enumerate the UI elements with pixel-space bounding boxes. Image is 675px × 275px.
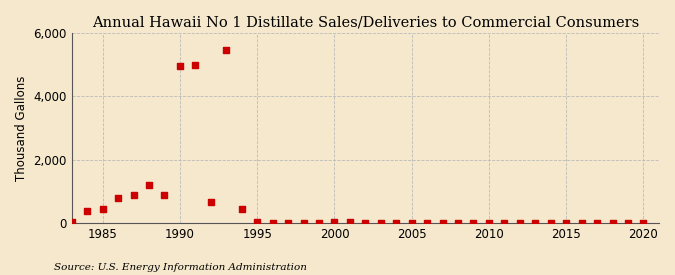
Y-axis label: Thousand Gallons: Thousand Gallons <box>15 75 28 181</box>
Point <box>298 220 309 225</box>
Point <box>82 209 92 213</box>
Point <box>530 221 541 225</box>
Point <box>66 220 77 224</box>
Point <box>576 221 587 225</box>
Point <box>622 221 633 225</box>
Point <box>406 220 417 225</box>
Point <box>144 183 155 187</box>
Point <box>175 64 186 68</box>
Point <box>128 193 139 197</box>
Point <box>190 62 200 67</box>
Point <box>483 220 494 225</box>
Point <box>453 221 464 225</box>
Point <box>607 221 618 225</box>
Point <box>221 48 232 53</box>
Point <box>344 220 355 225</box>
Point <box>97 207 108 211</box>
Point <box>592 221 603 225</box>
Point <box>113 195 124 200</box>
Point <box>638 221 649 225</box>
Point <box>205 200 216 205</box>
Point <box>329 220 340 225</box>
Point <box>267 220 278 225</box>
Point <box>375 220 386 225</box>
Point <box>159 193 170 197</box>
Point <box>236 207 247 211</box>
Point <box>391 220 402 225</box>
Point <box>422 220 433 225</box>
Point <box>514 221 525 225</box>
Point <box>437 221 448 225</box>
Point <box>468 221 479 225</box>
Point <box>314 220 325 225</box>
Point <box>252 220 263 224</box>
Point <box>283 220 294 225</box>
Title: Annual Hawaii No 1 Distillate Sales/Deliveries to Commercial Consumers: Annual Hawaii No 1 Distillate Sales/Deli… <box>92 15 639 29</box>
Point <box>360 220 371 225</box>
Point <box>545 220 556 225</box>
Point <box>499 221 510 225</box>
Point <box>561 221 572 225</box>
Text: Source: U.S. Energy Information Administration: Source: U.S. Energy Information Administ… <box>54 263 307 272</box>
